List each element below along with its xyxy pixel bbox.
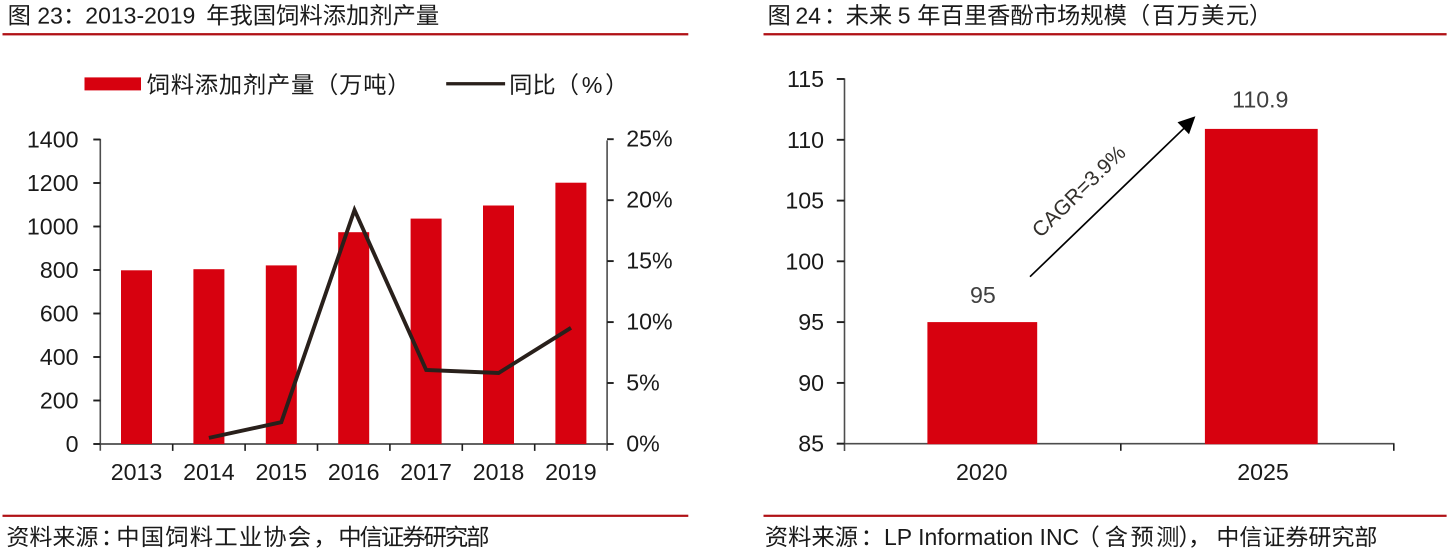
svg-text:2015: 2015 [256,459,308,485]
svg-text:2017: 2017 [400,459,452,485]
svg-text:400: 400 [40,344,79,370]
svg-text:15%: 15% [626,248,672,274]
svg-text:100: 100 [785,248,824,274]
svg-text:2019: 2019 [545,459,597,485]
svg-text:2016: 2016 [328,459,380,485]
svg-text:2018: 2018 [473,459,525,485]
svg-text:1400: 1400 [27,127,79,153]
svg-text:25%: 25% [626,126,672,152]
svg-text:95: 95 [798,309,824,335]
svg-text:10%: 10% [626,309,672,335]
svg-text:90: 90 [798,370,824,396]
svg-text:105: 105 [785,188,824,214]
svg-text:5%: 5% [626,369,660,395]
svg-text:2025: 2025 [1237,459,1289,485]
svg-text:800: 800 [40,257,79,283]
svg-text:110: 110 [787,127,824,153]
svg-text:115: 115 [787,66,824,92]
svg-text:LP Information INC: LP Information INC [884,524,1079,550]
svg-text:5: 5 [898,3,911,29]
svg-text:200: 200 [40,388,79,414]
svg-text:600: 600 [40,301,79,327]
svg-text:2020: 2020 [956,459,1008,485]
svg-text:%: % [582,72,603,98]
svg-text:95: 95 [970,282,996,308]
svg-text:2014: 2014 [183,459,235,485]
svg-text:1200: 1200 [27,170,79,196]
svg-text:85: 85 [798,431,824,457]
svg-text:20%: 20% [626,187,672,213]
svg-text:2013-2019: 2013-2019 [85,3,195,29]
svg-text:0: 0 [66,431,79,457]
svg-text:110.9: 110.9 [1232,87,1288,113]
svg-text:0%: 0% [626,430,660,456]
svg-text:1000: 1000 [27,214,79,240]
svg-text:2013: 2013 [111,459,163,485]
